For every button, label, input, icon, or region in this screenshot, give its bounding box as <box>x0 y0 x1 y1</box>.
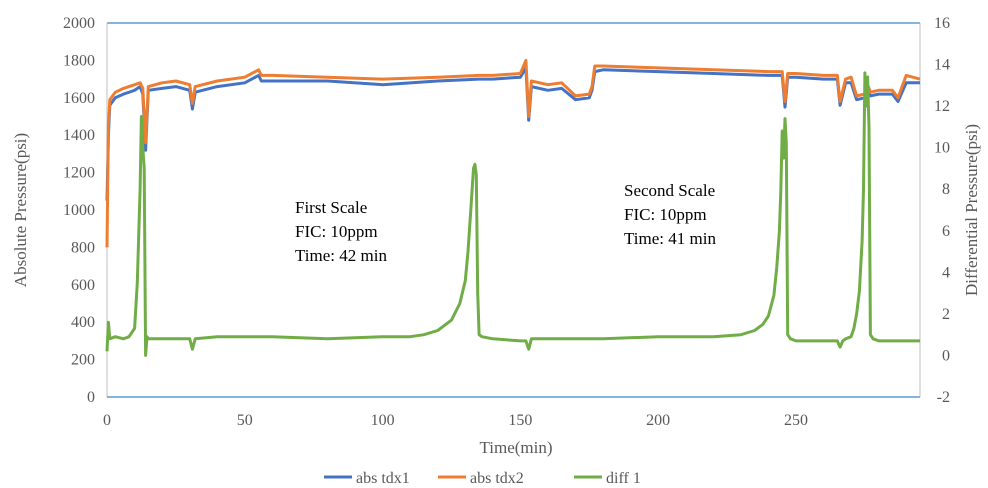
y-tick-label: 800 <box>71 239 95 256</box>
y2-tick-label: 14 <box>934 57 950 74</box>
series-line-diff-1 <box>105 71 920 357</box>
y-axis-label: Absolute Pressure(psi) <box>11 133 30 287</box>
y-tick-label: 0 <box>87 389 95 406</box>
y2-tick-label: -2 <box>937 389 950 406</box>
annotation-line: FIC: 10ppm <box>295 222 378 241</box>
y-tick-label: 200 <box>71 352 95 369</box>
series-line-abs-tdx1 <box>105 66 920 201</box>
annotation-line: Second Scale <box>624 181 715 200</box>
y-tick-label: 600 <box>71 277 95 294</box>
x-tick-label: 250 <box>784 412 808 429</box>
annotation-line: First Scale <box>295 198 367 217</box>
y-tick-label: 1800 <box>63 52 95 69</box>
series-line-abs-tdx2 <box>105 58 921 248</box>
y2-axis-label: Differential Pressure(psi) <box>962 124 981 296</box>
y-tick-label: 400 <box>71 314 95 331</box>
y2-tick-label: 12 <box>934 98 950 115</box>
legend: abs tdx1 abs tdx2 diff 1 <box>324 470 641 487</box>
annotation-second-scale: Second Scale FIC: 10ppm Time: 41 min <box>624 181 716 248</box>
y-tick-label: 1600 <box>63 90 95 107</box>
annotation-line: Time: 41 min <box>624 229 716 248</box>
x-tick-label: 50 <box>237 412 253 429</box>
x-axis-label: Time(min) <box>479 438 552 457</box>
x-tick-label: 150 <box>508 412 532 429</box>
y-tick-label: 1400 <box>63 127 95 144</box>
y2-tick-label: 6 <box>942 223 950 240</box>
x-tick-label: 200 <box>646 412 670 429</box>
annotation-line: FIC: 10ppm <box>624 205 707 224</box>
y-tick-label: 1000 <box>63 202 95 219</box>
x-tick-label: 0 <box>103 412 111 429</box>
right-y-axis-ticks: -2 0 2 4 6 8 10 12 14 16 <box>934 15 950 406</box>
y2-tick-label: 8 <box>942 181 950 198</box>
y-tick-label: 1200 <box>63 165 95 182</box>
legend-label-abs-tdx1: abs tdx1 <box>356 470 410 487</box>
plot-area-frame <box>106 22 921 398</box>
left-y-axis-ticks: 0 200 400 600 800 1000 1200 1400 1600 1800 2000 <box>63 15 95 406</box>
y2-tick-label: 4 <box>942 264 950 281</box>
y2-tick-label: 16 <box>934 15 950 32</box>
annotation-line: Time: 42 min <box>295 246 387 265</box>
x-axis-ticks: 0 50 100 150 200 250 <box>103 412 808 429</box>
y-tick-label: 2000 <box>63 15 95 32</box>
y2-tick-label: 0 <box>942 347 950 364</box>
y2-tick-label: 10 <box>934 140 950 157</box>
series-layer <box>105 58 921 357</box>
legend-label-diff-1: diff 1 <box>606 470 641 487</box>
legend-label-abs-tdx2: abs tdx2 <box>470 470 524 487</box>
annotation-first-scale: First Scale FIC: 10ppm Time: 42 min <box>295 198 387 265</box>
y2-tick-label: 2 <box>942 306 950 323</box>
x-tick-label: 100 <box>371 412 395 429</box>
